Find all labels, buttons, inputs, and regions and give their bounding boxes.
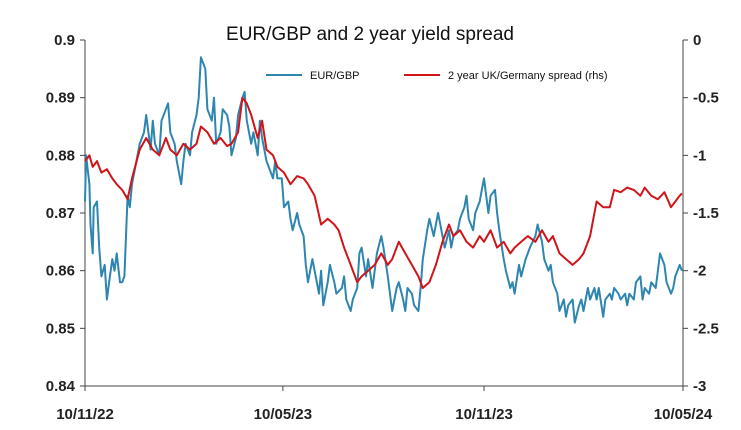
legend-label-eurgbp: EUR/GBP xyxy=(310,70,360,82)
series-line-spread xyxy=(84,96,683,289)
y-tick-label: 0.9 xyxy=(54,32,75,49)
x-tick-label: 10/11/23 xyxy=(455,406,513,423)
y-tick-label: 0.85 xyxy=(46,320,75,337)
series-layer xyxy=(84,56,683,324)
y-tick-label: 0.84 xyxy=(46,378,76,395)
y2-tick-label: -2 xyxy=(693,263,706,280)
y2-tick-label: -0.5 xyxy=(693,90,719,107)
y2-tick-label: -1 xyxy=(693,147,706,164)
y-tick-label: 0.88 xyxy=(46,147,75,164)
x-tick-label: 10/11/22 xyxy=(56,406,114,423)
series-line-eurgbp xyxy=(84,56,683,324)
y2-tick-label: -1.5 xyxy=(693,205,719,222)
axes: 0.84 0.85 0.86 0.87 0.88 0.89 0.9 -3 -2.5 -2 -1.5 -… xyxy=(46,32,719,423)
x-tick-label: 10/05/23 xyxy=(254,406,312,423)
y2-tick-label: -3 xyxy=(693,378,706,395)
y2-tick-label: 0 xyxy=(693,32,701,49)
legend: EUR/GBP 2 year UK/Germany spread (rhs) xyxy=(266,70,608,82)
y-tick-label: 0.89 xyxy=(46,90,75,107)
y-tick-label: 0.86 xyxy=(46,263,75,280)
chart-title: EUR/GBP and 2 year yield spread xyxy=(226,24,514,45)
x-tick-label: 10/05/24 xyxy=(654,406,713,423)
y2-tick-label: -2.5 xyxy=(693,320,719,337)
legend-label-spread: 2 year UK/Germany spread (rhs) xyxy=(448,70,608,82)
y-tick-label: 0.87 xyxy=(46,205,75,222)
